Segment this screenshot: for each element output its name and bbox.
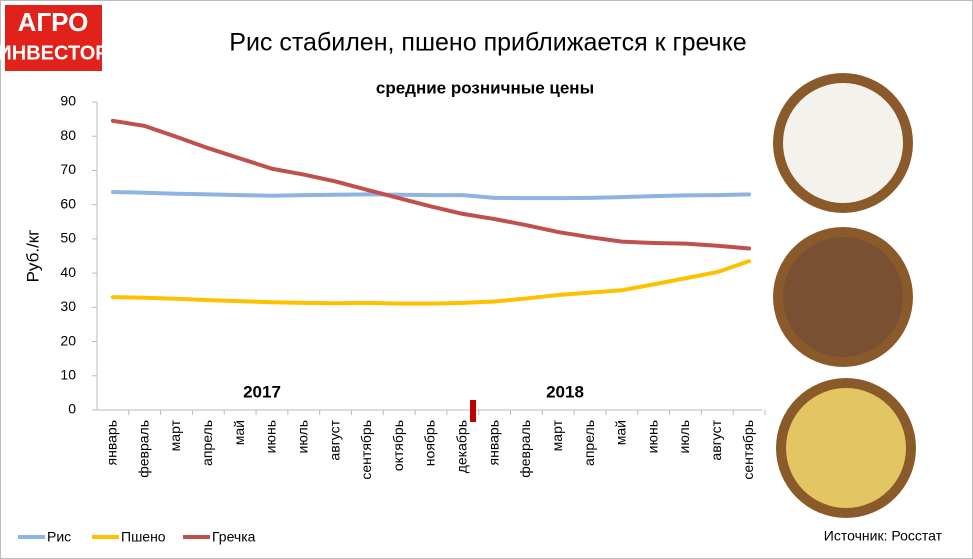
x-tick-label: март — [167, 419, 183, 451]
x-tick-label: апрель — [199, 420, 215, 466]
x-tick-label: декабрь — [454, 420, 470, 473]
y-tick-label: 70 — [60, 161, 76, 177]
x-tick-label: сентябрь — [358, 420, 374, 480]
x-tick-label: март — [549, 419, 565, 451]
chart-title: Рис стабилен, пшено приближается к гречк… — [229, 29, 746, 57]
x-tick-label: июль — [676, 420, 692, 453]
x-tick-label: апрель — [581, 420, 597, 466]
year-label: 2018 — [546, 382, 584, 401]
legend-label: Гречка — [212, 529, 256, 545]
logo-line: ИНВЕСТОР — [0, 42, 109, 64]
logo-line: АГРО — [18, 7, 89, 37]
y-tick-label: 10 — [60, 366, 76, 382]
legend-label: Пшено — [121, 529, 166, 545]
chart-subtitle: средние розничные цены — [376, 78, 594, 97]
x-tick-label: май — [613, 420, 629, 445]
x-tick-label: октябрь — [390, 420, 406, 471]
year-label: 2017 — [243, 382, 281, 401]
x-tick-label: январь — [485, 420, 501, 465]
x-tick-label: июль — [294, 420, 310, 453]
y-tick-label: 30 — [60, 298, 76, 314]
y-tick-label: 90 — [60, 93, 76, 109]
series-line — [110, 118, 752, 251]
x-tick-label: август — [708, 419, 724, 460]
x-tick-label: февраль — [517, 420, 533, 478]
y-tick-label: 80 — [60, 127, 76, 143]
y-tick-label: 0 — [68, 401, 76, 417]
x-tick-label: август — [326, 419, 342, 460]
x-tick-label: февраль — [135, 420, 151, 478]
bowl — [773, 73, 916, 518]
x-tick-label: июнь — [644, 420, 660, 453]
year-divider — [470, 400, 476, 422]
y-axis-label: Руб./кг — [23, 230, 42, 283]
y-tick-label: 40 — [60, 264, 76, 280]
logo-box — [5, 5, 102, 71]
series-line — [110, 190, 752, 201]
x-tick-label: ноябрь — [422, 420, 438, 466]
x-tick-label: май — [231, 420, 247, 445]
y-tick-label: 20 — [60, 332, 76, 348]
series-line — [110, 259, 752, 306]
x-tick-label: июнь — [263, 420, 279, 453]
y-tick-label: 60 — [60, 195, 76, 211]
x-tick-label: сентябрь — [740, 420, 756, 480]
source: Источник: Росстат — [824, 528, 943, 544]
legend-label: Рис — [47, 529, 71, 545]
y-tick-label: 50 — [60, 230, 76, 246]
x-tick-label: январь — [104, 420, 120, 465]
